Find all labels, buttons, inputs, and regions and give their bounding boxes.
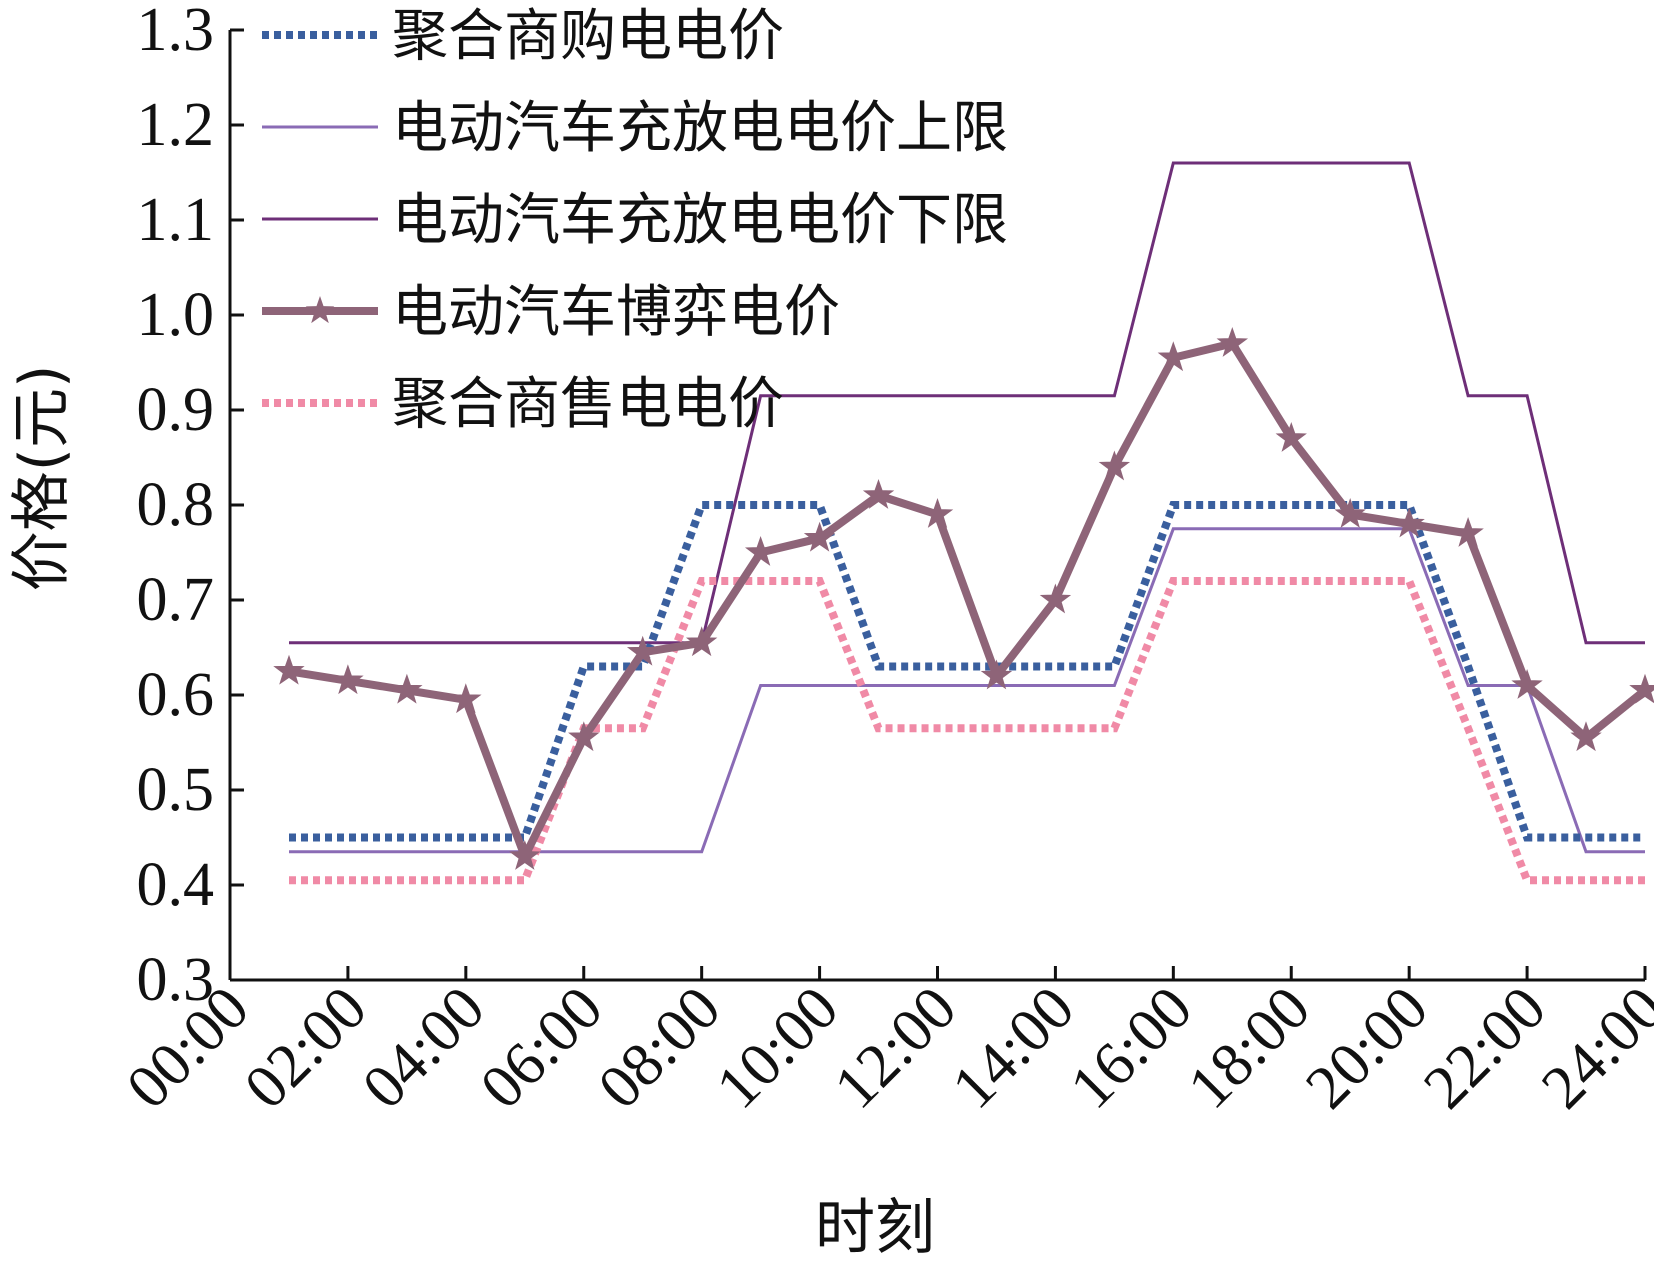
legend-marker (305, 296, 335, 324)
y-tick-label: 1.1 (137, 186, 215, 254)
y-tick-label: 0.9 (137, 376, 215, 444)
series-point (1157, 341, 1190, 372)
x-tick-label: 08:00 (586, 974, 734, 1122)
series-point (391, 673, 423, 704)
legend-label: 聚合商售电电价 (392, 372, 784, 437)
y-tick-label: 0.7 (137, 566, 215, 634)
legend-label: 聚合商购电电价 (392, 4, 784, 69)
series-point (1275, 421, 1307, 452)
series-point (1511, 668, 1543, 699)
x-tick-label: 10:00 (704, 974, 852, 1122)
chart-legend: 聚合商购电电价电动汽车充放电电价上限电动汽车充放电电价下限电动汽车博弈电价聚合商… (262, 4, 1008, 437)
series-point (1098, 450, 1131, 481)
series-line (289, 161, 1645, 645)
x-tick-label: 18:00 (1175, 974, 1323, 1122)
series-line (289, 527, 1645, 854)
legend-label: 电动汽车博弈电价 (392, 280, 840, 345)
series-4 (273, 326, 1654, 870)
series-point (1452, 516, 1484, 547)
series-point (921, 497, 954, 528)
x-tick-label: 22:00 (1411, 974, 1559, 1122)
x-tick-label: 02:00 (232, 974, 380, 1122)
x-tick-label: 12:00 (821, 974, 969, 1122)
series-point (568, 721, 600, 752)
legend-item: 电动汽车博弈电价 (262, 280, 840, 345)
legend-label: 电动汽车充放电电价下限 (392, 188, 1008, 253)
x-axis-title: 时刻 (815, 1193, 935, 1263)
x-tick-label: 24:00 (1529, 974, 1654, 1122)
series-point (332, 664, 364, 695)
y-tick-label: 0.5 (137, 756, 215, 824)
legend-item: 电动汽车充放电电价上限 (262, 96, 1008, 161)
legend-item: 电动汽车充放电电价下限 (262, 188, 1008, 253)
series-point (803, 521, 836, 552)
legend-item: 聚合商购电电价 (262, 4, 784, 69)
x-tick-label: 04:00 (350, 974, 498, 1122)
series-point (1570, 721, 1602, 752)
series-1 (289, 501, 1645, 842)
chart-axes: 0.30.40.50.60.70.80.91.01.11.21.300:0002… (114, 0, 1654, 1122)
series-point (626, 635, 659, 666)
y-tick-label: 1.2 (137, 91, 215, 159)
series-point (862, 478, 895, 509)
series-line (289, 577, 1645, 885)
series-5 (289, 577, 1645, 885)
x-tick-label: 20:00 (1293, 974, 1441, 1122)
series-line (289, 501, 1645, 842)
x-tick-label: 06:00 (468, 974, 616, 1122)
series-layer (273, 161, 1654, 885)
series-point (744, 535, 777, 566)
series-2 (289, 527, 1645, 854)
x-tick-label: 16:00 (1057, 974, 1205, 1122)
y-tick-label: 0.3 (137, 946, 215, 1014)
y-tick-label: 1.3 (137, 0, 215, 64)
series-point (1393, 507, 1425, 538)
y-tick-label: 0.4 (137, 851, 215, 919)
series-point (273, 654, 305, 685)
series-3 (289, 161, 1645, 645)
series-point (1629, 673, 1654, 704)
y-tick-label: 0.8 (137, 471, 215, 539)
y-tick-label: 0.6 (137, 661, 215, 729)
series-point (1334, 497, 1366, 528)
series-point (685, 626, 718, 657)
series-point (1216, 326, 1249, 357)
y-axis-title: 价格(元) (7, 365, 77, 592)
x-tick-label: 14:00 (939, 974, 1087, 1122)
series-line (288, 339, 1648, 861)
legend-item: 聚合商售电电价 (262, 372, 784, 437)
series-point (980, 659, 1013, 690)
series-point (450, 683, 482, 714)
series-point (509, 839, 541, 870)
y-tick-label: 1.0 (137, 281, 215, 349)
series-point (1039, 583, 1072, 614)
legend-label: 电动汽车充放电电价上限 (392, 96, 1008, 161)
